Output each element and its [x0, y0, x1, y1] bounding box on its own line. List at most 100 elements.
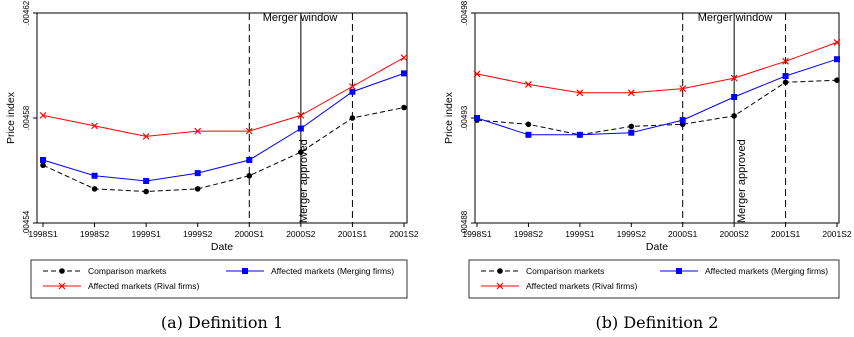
merger-approved-label: Merger approved [298, 139, 310, 223]
data-point [731, 113, 737, 119]
data-point [194, 127, 202, 135]
legend-box [468, 259, 840, 299]
x-tick-label: 2000S2 [286, 229, 316, 239]
legend-box [30, 259, 408, 299]
data-point [400, 54, 408, 62]
data-point [143, 178, 150, 184]
data-point [834, 56, 840, 63]
data-point [679, 117, 686, 124]
data-point [194, 170, 201, 177]
data-point [473, 70, 481, 78]
series-group [39, 54, 408, 195]
x-tick-label: 2000S2 [719, 229, 749, 239]
data-point [782, 73, 789, 79]
data-point [525, 131, 532, 138]
data-point [91, 186, 98, 192]
panel-definition-1: Price index Date .00454 .00458 .00462 1998… [5, 0, 419, 332]
data-point [143, 188, 149, 195]
y-axis-title: Price index [5, 91, 17, 144]
data-point [297, 111, 305, 119]
legend-marker-merging [676, 268, 682, 274]
series-line-0 [42, 107, 405, 193]
merger-window-label: Merger window [698, 12, 773, 24]
panel-caption: (a) Definition 1 [161, 313, 283, 332]
legend-marker-comparison [59, 268, 65, 274]
data-point [194, 186, 201, 192]
data-point [142, 132, 150, 140]
data-point [39, 111, 47, 119]
x-tick-label: 1998S2 [80, 229, 110, 239]
data-point [349, 88, 356, 95]
data-point [525, 121, 532, 128]
legend-marker-rival [496, 282, 504, 290]
data-point [576, 89, 584, 97]
x-tick-label: 2001S2 [822, 229, 852, 239]
y-ticks: .00454 .00458 .00462 [22, 0, 37, 235]
data-point [731, 94, 738, 100]
x-tick-label: 1999S1 [565, 229, 595, 239]
y-tick-label: .00458 [22, 105, 31, 130]
plot-frame [474, 12, 840, 224]
x-tick-label: 2001S2 [389, 229, 419, 239]
y-axis-title: Price index [443, 91, 455, 144]
series-line-0 [476, 79, 838, 136]
data-point [246, 157, 253, 163]
data-point [349, 83, 356, 90]
data-point [627, 89, 635, 97]
x-tick-label: 1999S1 [131, 229, 161, 239]
data-point [679, 85, 687, 93]
x-tick-label: 1998S1 [28, 229, 58, 239]
x-tick-label: 1998S2 [514, 229, 544, 239]
y-tick-label: .00462 [22, 0, 31, 25]
merger-approved-label: Merger approved [736, 139, 748, 223]
y-ticks: .00488 .00493 .00498 [460, 0, 475, 235]
data-point [474, 115, 480, 121]
x-ticks: 1998S1 1998S2 1999S1 1999S2 2000S1 2000S2 2001… [28, 223, 419, 239]
panel-caption: (b) Definition 2 [596, 313, 719, 332]
data-point [245, 127, 253, 135]
legend-label-rival: Affected markets (Rival firms) [526, 281, 637, 291]
data-point [246, 172, 253, 179]
data-point [91, 172, 98, 179]
data-point [833, 38, 841, 46]
legend-marker-merging [242, 268, 248, 274]
data-point [628, 123, 635, 130]
legend-label-comparison: Comparison markets [526, 266, 604, 276]
x-tick-label: 2000S1 [235, 229, 265, 239]
legend-label-rival: Affected markets (Rival firms) [88, 281, 199, 291]
legend-label-merging: Affected markets (Merging firms) [271, 266, 394, 276]
legend-label-comparison: Comparison markets [88, 266, 166, 276]
legend-label-merging: Affected markets (Merging firms) [705, 266, 828, 276]
y-tick-label: .00488 [460, 210, 469, 235]
series-line-1 [42, 72, 405, 182]
y-tick-label: .00493 [460, 105, 469, 130]
data-point [401, 104, 407, 111]
series-line-2 [42, 57, 405, 137]
data-point [349, 115, 356, 121]
data-point [91, 122, 98, 130]
x-ticks: 1998S1 1998S2 1999S1 1999S2 2000S1 2000S2 2001… [462, 223, 852, 239]
data-point [40, 162, 46, 169]
data-point [401, 70, 407, 77]
series-line-2 [476, 41, 838, 94]
data-point [576, 131, 583, 138]
data-point [628, 129, 635, 136]
x-tick-label: 2001S1 [338, 229, 368, 239]
legend: Comparison markets Affected markets (Mer… [468, 259, 840, 299]
legend-marker-rival [58, 282, 66, 290]
x-tick-label: 1999S2 [617, 229, 647, 239]
data-point [782, 57, 789, 65]
data-point [297, 125, 304, 132]
data-point [730, 74, 738, 82]
x-tick-label: 2001S1 [771, 229, 801, 239]
data-point [525, 80, 532, 88]
data-point [40, 157, 46, 163]
x-tick-label: 2000S1 [668, 229, 698, 239]
series-line-1 [476, 58, 838, 136]
x-tick-label: 1999S2 [183, 229, 213, 239]
legend: Comparison markets Affected markets (Mer… [30, 259, 408, 299]
x-axis-title: Date [211, 241, 233, 253]
y-tick-label: .00498 [460, 0, 469, 25]
panel-definition-2: Price index Date .00488 .00493 .00498 1998… [443, 0, 852, 332]
